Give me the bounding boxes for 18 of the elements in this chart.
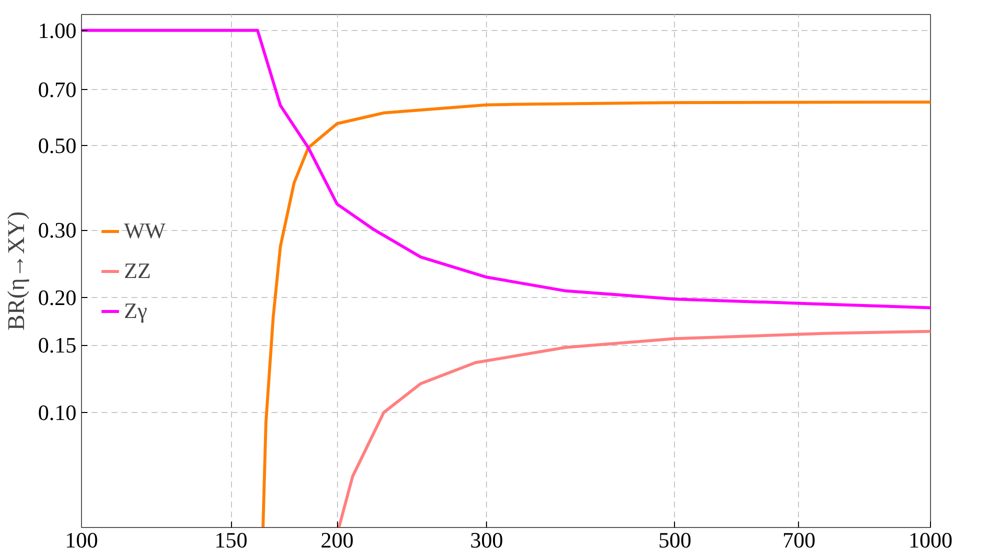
y-tick-label: 0.20 [38, 284, 76, 310]
y-tick-label: 0.30 [38, 218, 76, 243]
y-axis-title: BR(η→XY) [4, 211, 30, 331]
y-tick-label: 0.70 [38, 77, 76, 102]
x-tick-label: 300 [470, 528, 504, 552]
x-tick-label: 500 [658, 528, 692, 552]
legend-label: WW [124, 218, 166, 244]
x-tick-label: 100 [65, 528, 98, 552]
x-tick-label: 150 [214, 528, 248, 552]
x-tick-label: 1000 [908, 528, 952, 552]
legend-label: ZZ [124, 258, 151, 284]
y-tick-label: 1.00 [38, 18, 76, 43]
y-tick-label: 0.15 [38, 332, 76, 358]
y-tick-label: 0.50 [38, 132, 76, 158]
y-tick-label: 0.10 [38, 400, 76, 425]
x-tick-label: 200 [320, 528, 354, 552]
legend-label: Zγ [124, 298, 148, 324]
x-tick-label: 700 [782, 528, 816, 552]
